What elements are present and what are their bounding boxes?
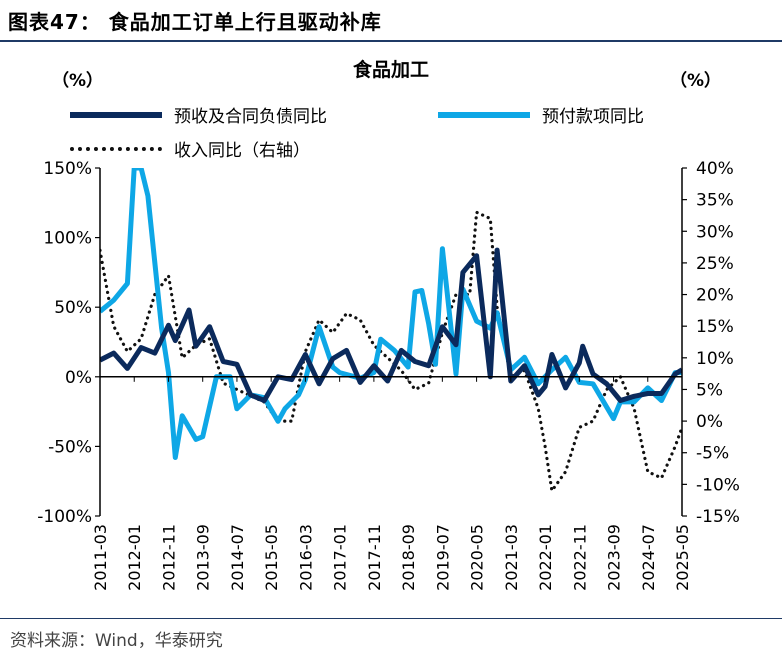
left-tick-label: 150% xyxy=(43,159,92,179)
series-line-3 xyxy=(100,210,682,493)
right-axis-unit: （%） xyxy=(670,71,722,91)
right-tick-label: 10% xyxy=(696,349,734,369)
right-tick-label: 20% xyxy=(696,286,734,306)
legend-swatch-light-line xyxy=(438,111,530,118)
series-line-1 xyxy=(100,247,682,403)
right-tick-label: 35% xyxy=(696,191,734,211)
x-tick-label: 2012-11 xyxy=(160,524,179,591)
right-tick-label: -10% xyxy=(696,475,740,495)
legend-swatch-dotted-line xyxy=(70,146,162,151)
x-tick-label: 2014-07 xyxy=(228,524,247,591)
figure-title: 图表47： 食品加工订单上行且驱动补库 xyxy=(8,10,382,34)
chart-title: 食品加工 xyxy=(352,59,429,81)
x-tick-label: 2022-11 xyxy=(570,524,589,591)
left-axis-unit: （%） xyxy=(52,71,104,91)
left-tick-label: 100% xyxy=(43,229,92,249)
left-tick-label: -50% xyxy=(48,437,92,457)
left-tick-label: 50% xyxy=(54,298,92,318)
right-tick-label: 15% xyxy=(696,317,734,337)
x-tick-label: 2011-03 xyxy=(91,524,110,591)
right-tick-label: 0% xyxy=(696,412,723,432)
x-tick-label: 2015-05 xyxy=(262,524,281,591)
right-tick-label: -15% xyxy=(696,507,740,527)
legend-label: 预收及合同负债同比 xyxy=(174,107,327,127)
left-tick-label: -100% xyxy=(37,507,92,527)
x-tick-label: 2017-01 xyxy=(331,524,350,591)
x-tick-label: 2021-03 xyxy=(502,524,521,591)
x-tick-label: 2018-09 xyxy=(399,524,418,591)
right-tick-label: 40% xyxy=(696,159,734,179)
source-divider xyxy=(0,618,782,619)
x-tick-label: 2020-05 xyxy=(468,524,487,591)
x-tick-label: 2013-09 xyxy=(194,524,213,591)
left-tick-label: 0% xyxy=(65,368,92,388)
x-tick-label: 2016-03 xyxy=(296,524,315,591)
x-tick-label: 2019-07 xyxy=(433,524,452,591)
x-tick-label: 2024-07 xyxy=(639,524,658,591)
right-tick-label: -5% xyxy=(696,444,729,464)
x-tick-label: 2023-09 xyxy=(605,524,624,591)
right-tick-label: 25% xyxy=(696,254,734,274)
legend-swatch-dark-line xyxy=(70,111,162,118)
x-tick-label: 2025-05 xyxy=(673,524,692,591)
right-tick-label: 5% xyxy=(696,380,723,400)
legend-item-advance-receipts: 预收及合同负债同比 xyxy=(70,102,327,127)
x-tick-label: 2012-01 xyxy=(125,524,144,591)
right-tick-label: 30% xyxy=(696,222,734,242)
legend-label: 收入同比（右轴） xyxy=(174,141,310,161)
legend-label: 预付款项同比 xyxy=(542,107,644,127)
source-note: 资料来源：Wind，华泰研究 xyxy=(10,631,223,651)
title-divider xyxy=(0,40,782,42)
legend-item-revenue: 收入同比（右轴） xyxy=(70,136,310,161)
series-line-2 xyxy=(100,168,682,460)
x-tick-label: 2017-11 xyxy=(365,524,384,591)
x-tick-label: 2022-01 xyxy=(536,524,555,591)
legend-item-prepayments: 预付款项同比 xyxy=(438,102,644,127)
